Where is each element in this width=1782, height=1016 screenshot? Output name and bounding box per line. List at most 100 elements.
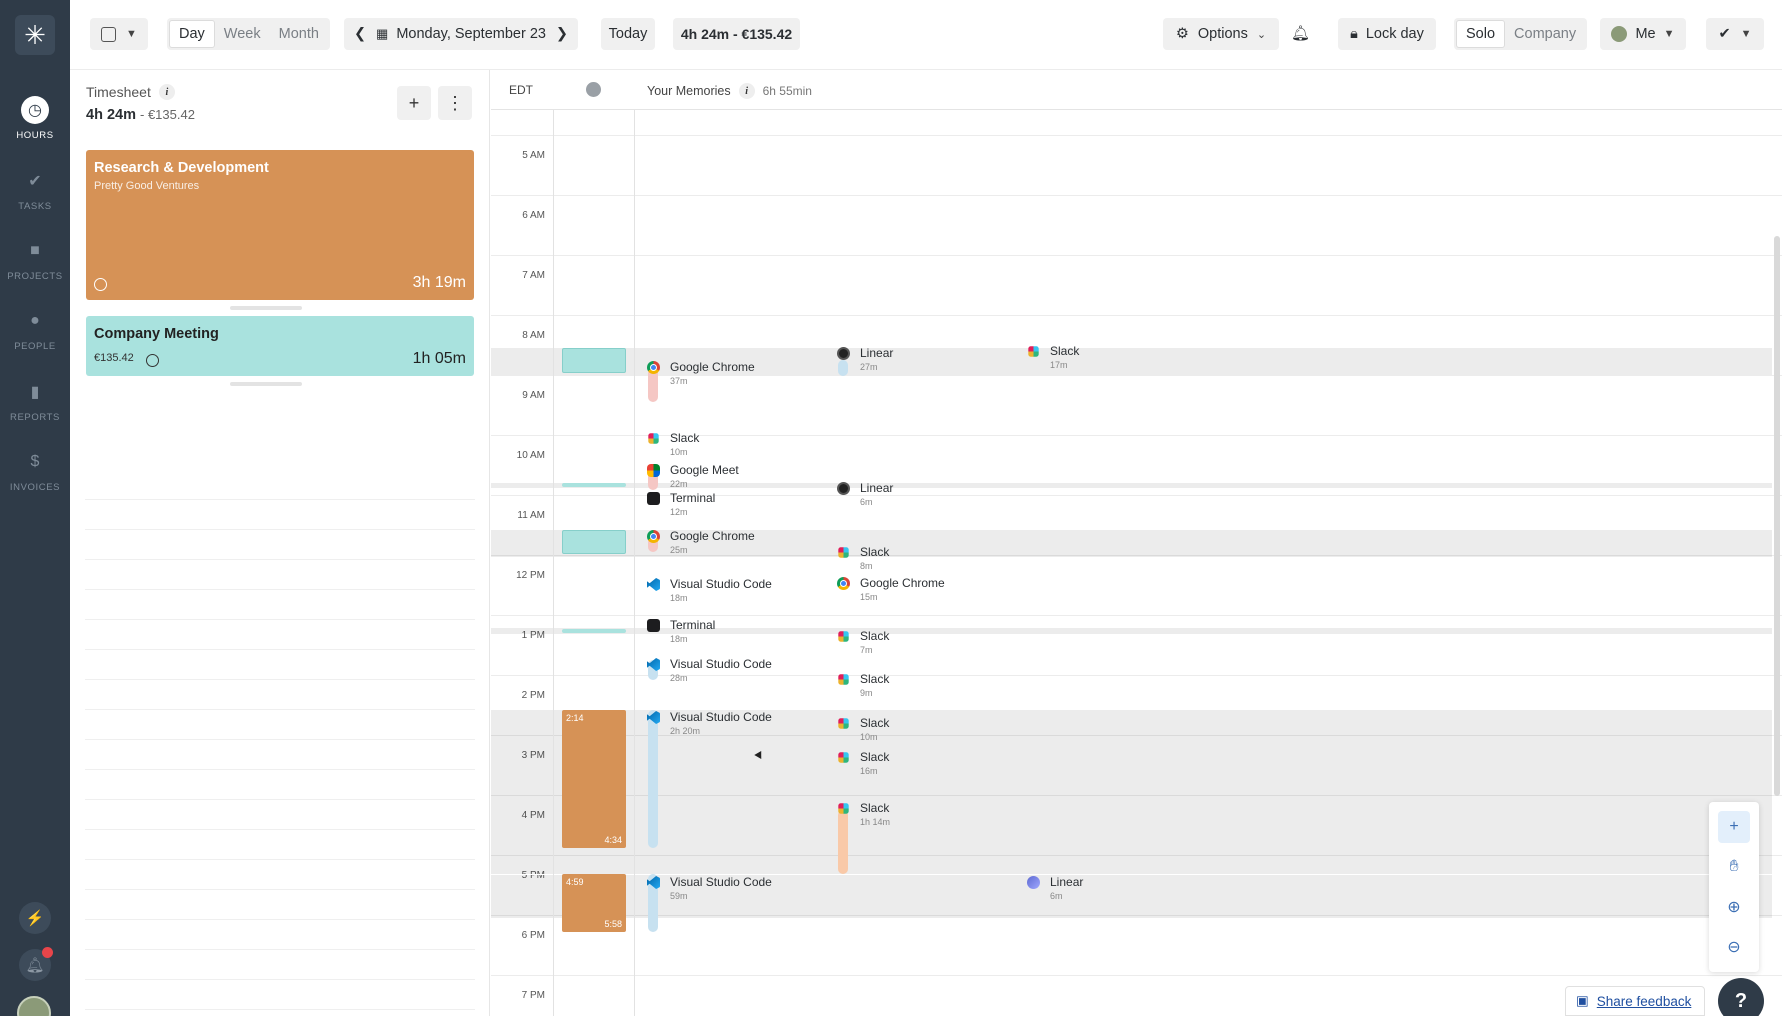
mode-solo-tab[interactable]: Solo — [1456, 20, 1506, 48]
nav-item-projects[interactable]: ■ PROJECTS — [0, 233, 70, 293]
hour-line — [491, 675, 1782, 676]
chevron-right-icon[interactable]: ❯ — [555, 26, 568, 42]
scrollbar[interactable] — [1774, 236, 1780, 796]
entry-name: Slack — [670, 431, 700, 445]
entry-name: Slack — [1050, 344, 1080, 358]
card-title: Research & Development — [94, 160, 269, 176]
nav-label: INVOICES — [9, 482, 61, 493]
hour-label: 10 AM — [516, 450, 545, 461]
memories-duration: 6h 55min — [762, 84, 812, 98]
activity-entry[interactable]: Google Chrome 25m — [647, 529, 755, 555]
zoom-out-icon[interactable]: ⊖ — [1727, 939, 1741, 956]
block-end: 4:34 — [604, 835, 622, 845]
activity-entry[interactable]: Slack 16m — [837, 750, 889, 776]
view-week-tab[interactable]: Week — [223, 26, 261, 42]
activity-entry[interactable]: Slack 9m — [837, 672, 889, 698]
options-dropdown[interactable]: ⚙ Options ⌄ — [1163, 18, 1279, 50]
entry-duration: 9m — [860, 688, 873, 698]
activity-entry[interactable]: Slack 1h 14m — [837, 801, 890, 827]
info-icon[interactable]: i — [158, 84, 175, 100]
slack-icon — [838, 631, 849, 642]
hour-label: 4 PM — [521, 810, 545, 821]
activity-entry[interactable]: Terminal 18m — [647, 618, 715, 644]
hour-label: 2 PM — [521, 690, 545, 701]
zoom-toolbar: + ✋︎ ⊕ ⊖ — [1709, 802, 1759, 972]
mode-company-tab[interactable]: Company — [1514, 26, 1577, 42]
activity-entry[interactable]: Terminal 12m — [647, 491, 715, 517]
activity-entry[interactable]: Google Chrome 37m — [647, 360, 755, 386]
activity-entry[interactable]: Linear 6m — [1027, 875, 1083, 901]
meeting-block[interactable] — [562, 629, 626, 633]
timesheet-card-meeting[interactable]: Company Meeting €135.42 1h 05m — [86, 316, 474, 376]
timesheet-total-time: 4h 24m — [86, 107, 136, 123]
app-logo[interactable]: ✳ — [15, 15, 55, 55]
clock-icon: ◷ — [21, 96, 49, 124]
entry-duration: 25m — [670, 545, 688, 555]
activity-entry[interactable]: Google Chrome 15m — [837, 576, 945, 602]
lock-day-button[interactable]: 🔒︎ Lock day — [1338, 18, 1436, 50]
view-month-tab[interactable]: Month — [278, 26, 319, 42]
activity-entry[interactable]: Visual Studio Code 59m — [647, 875, 772, 901]
entry-name: Linear — [1050, 875, 1084, 889]
help-button[interactable]: ? — [1718, 978, 1764, 1016]
select-all-dropdown[interactable]: ▼ — [90, 18, 148, 50]
zoom-in-icon[interactable]: ⊕ — [1727, 899, 1741, 916]
checkbox-icon — [101, 26, 117, 42]
hour-label: 11 AM — [517, 510, 545, 521]
activity-entry[interactable]: Slack 8m — [837, 545, 889, 571]
timesheet-card-research[interactable]: Research & Development Pretty Good Ventu… — [86, 150, 474, 300]
approvals-dropdown[interactable]: ✔ ▼ — [1706, 18, 1764, 50]
user-dropdown[interactable]: Me ▼ — [1600, 18, 1686, 50]
entry-duration: 6m — [860, 497, 873, 507]
view-day-tab[interactable]: Day — [169, 20, 215, 48]
notifications-button[interactable]: 🔔︎ — [19, 947, 53, 981]
activity-entry[interactable]: Slack 10m — [837, 716, 889, 742]
avatar[interactable] — [17, 996, 51, 1016]
research-block[interactable]: 2:14 4:34 — [562, 710, 626, 848]
entry-name: Visual Studio Code — [670, 657, 772, 671]
time-band — [491, 348, 1772, 375]
chevron-left-icon[interactable]: ❮ — [354, 26, 367, 42]
nav-item-reports[interactable]: ▮ REPORTS — [0, 374, 70, 434]
slack-icon — [838, 752, 849, 763]
card-amount: €135.42 — [94, 352, 134, 364]
activity-entry[interactable]: Linear 27m — [837, 346, 893, 372]
activity-entry[interactable]: Linear 6m — [837, 481, 893, 507]
meeting-block[interactable] — [562, 348, 626, 373]
entry-duration: 28m — [670, 673, 688, 683]
pie-chart-icon — [586, 82, 601, 97]
card-duration: 1h 05m — [412, 350, 466, 367]
today-button[interactable]: Today — [601, 18, 655, 50]
hand-icon[interactable]: ✋︎ — [1729, 858, 1739, 875]
nav-item-invoices[interactable]: $ INVOICES — [0, 444, 70, 504]
options-label: Options — [1197, 26, 1248, 42]
add-entry-button[interactable]: + — [397, 86, 431, 120]
resize-handle[interactable] — [230, 382, 302, 386]
activity-entry[interactable]: Google Meet 22m — [647, 463, 739, 489]
bell-icon[interactable]: 🔔︎ — [1291, 25, 1311, 42]
more-options-button[interactable]: ⋮ — [438, 86, 472, 120]
entry-duration: 12m — [670, 507, 688, 517]
activity-entry[interactable]: Slack 17m — [1027, 344, 1079, 370]
entry-name: Slack — [860, 629, 890, 643]
nav-label: HOURS — [16, 130, 54, 141]
meeting-block[interactable] — [562, 483, 626, 487]
current-date[interactable]: Monday, September 23 — [396, 26, 546, 42]
nav-item-tasks[interactable]: ✔ TASKS — [0, 163, 70, 223]
card-title: Company Meeting — [94, 326, 219, 342]
activity-entry[interactable]: Visual Studio Code 2h 20m — [647, 710, 772, 736]
add-icon[interactable]: + — [1718, 811, 1750, 843]
research-block[interactable]: 4:59 5:58 — [562, 874, 626, 932]
activity-entry[interactable]: Visual Studio Code 18m — [647, 577, 772, 603]
activity-entry[interactable]: Slack 10m — [647, 431, 699, 457]
activity-entry[interactable]: Slack 7m — [837, 629, 889, 655]
share-feedback-link[interactable]: ▣ Share feedback — [1565, 986, 1705, 1016]
plug-icon[interactable]: ⚡ — [19, 902, 51, 934]
nav-item-people[interactable]: ● PEOPLE — [0, 303, 70, 363]
resize-handle[interactable] — [230, 306, 302, 310]
info-icon[interactable]: i — [738, 83, 755, 99]
nav-item-hours[interactable]: ◷ HOURS — [0, 92, 70, 152]
activity-entry[interactable]: Visual Studio Code 28m — [647, 657, 772, 683]
meeting-block[interactable] — [562, 530, 626, 554]
